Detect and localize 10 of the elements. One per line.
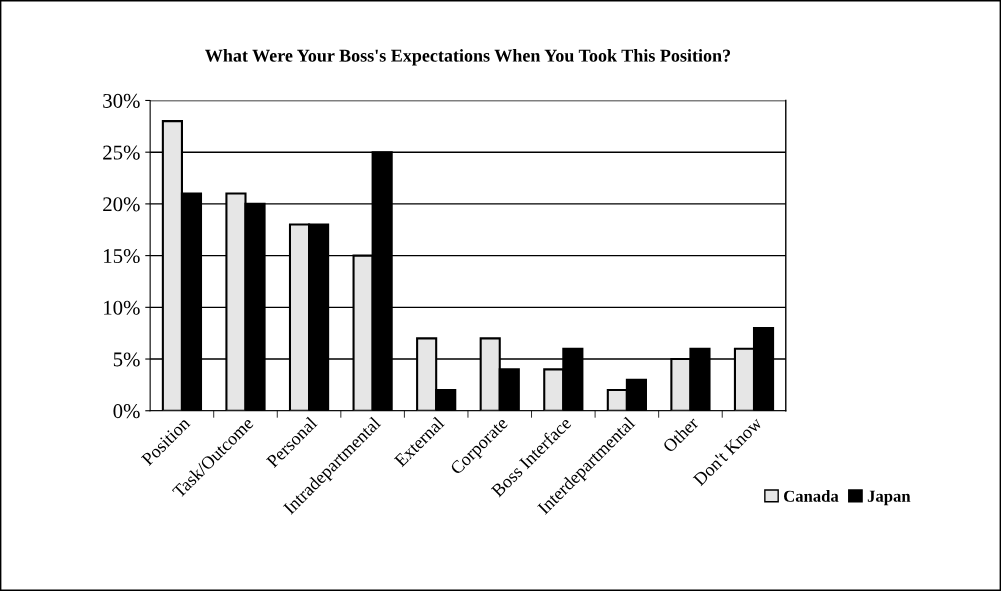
y-tick-label: 20%: [103, 197, 140, 212]
chart-title: What Were Your Boss's Expectations When You Took This Position?: [205, 49, 731, 66]
y-tick-label: 5%: [113, 352, 140, 367]
y-tick-label: 15%: [104, 248, 140, 264]
y-tick-label: 30%: [103, 93, 140, 108]
y-tick-label: 0%: [113, 404, 140, 419]
legend-label: Canada: [784, 490, 839, 502]
y-tick-label: 10%: [104, 300, 140, 315]
y-tick-label: 25%: [103, 145, 140, 160]
legend-label: Japan: [867, 490, 911, 506]
